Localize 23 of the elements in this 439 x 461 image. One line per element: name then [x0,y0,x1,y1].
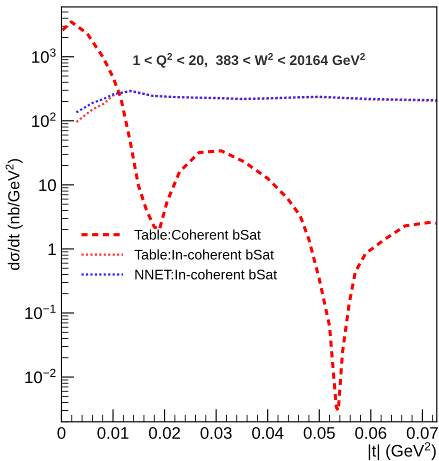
x-tick-label: 0.05 [304,427,335,439]
line-series [75,90,437,114]
x-tick-label: 0.02 [149,427,180,439]
y-tick-label: 10$^{2}$ [32,112,56,127]
x-tick-label: 0.04 [252,427,284,439]
legend-label: Table:Coherent bSat [134,229,261,240]
x-tick-label: 0.07 [406,427,438,439]
legend-label: Table:In-coherent bSat [134,249,274,260]
y-tick-label: 1 [48,244,56,255]
y-axis-title: dσ/dt (nb/GeV$^{2}$) [6,159,23,270]
line-series [61,20,437,412]
y-tick-label: 10$^{3}$ [32,48,56,63]
y-tick-label: 10$^{−2}$ [25,368,56,384]
x-tick-label: 0.06 [355,427,386,439]
x-tick-label: 0.01 [97,427,128,439]
y-tick-label: 10 [39,179,56,192]
x-axis-title: |t| (GeV$^{2}$) [368,442,436,460]
y-tick-label: 10$^{−1}$ [25,304,56,320]
x-tick-label: 0 [57,427,66,439]
text: 1 < Q$^{2}$ < 20, 383 < W$^{2}$ < 20164 GeV$^{2}$ [133,53,365,68]
x-tick-label: 0.03 [200,427,232,439]
legend-label: NNET:In-coherent bSat [135,269,277,280]
line-series [75,90,437,124]
